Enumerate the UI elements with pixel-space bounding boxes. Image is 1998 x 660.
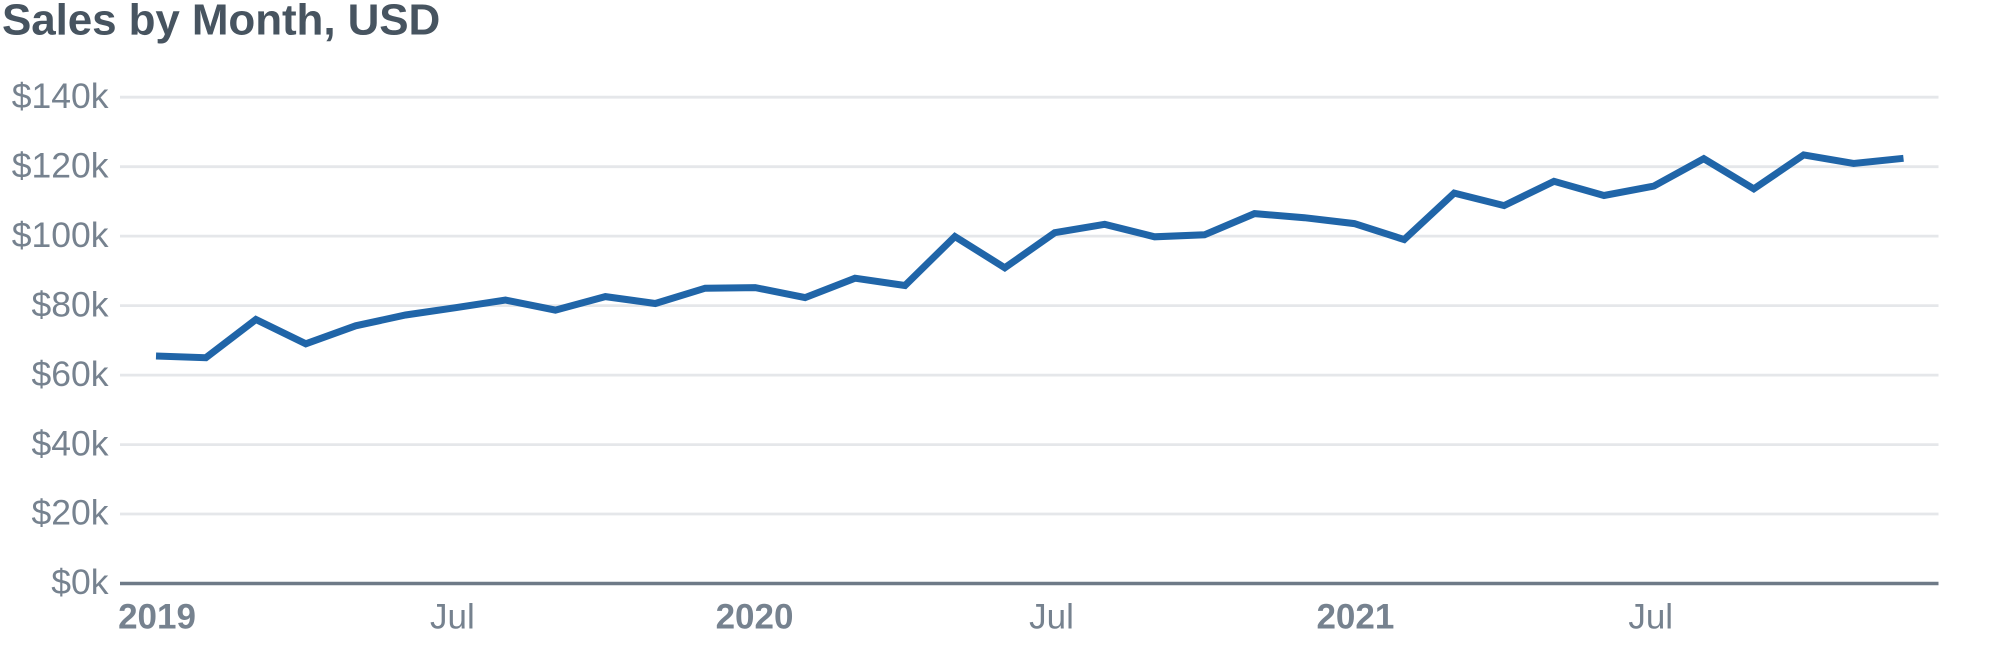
svg-text:$40k: $40k [32,423,109,463]
svg-text:$20k: $20k [32,493,109,533]
svg-text:Sales by Month, USD: Sales by Month, USD [2,0,440,44]
svg-text:$140k: $140k [12,76,109,116]
svg-text:Jul: Jul [1029,597,1074,636]
svg-text:2019: 2019 [118,597,196,636]
svg-text:$120k: $120k [12,145,109,185]
svg-text:$60k: $60k [32,354,109,394]
svg-text:Jul: Jul [1628,597,1673,636]
svg-text:$100k: $100k [12,215,109,255]
svg-text:$0k: $0k [51,562,108,602]
svg-text:2020: 2020 [716,597,794,636]
svg-text:$80k: $80k [32,284,109,324]
svg-text:Jul: Jul [430,597,475,636]
svg-text:2021: 2021 [1316,597,1394,636]
